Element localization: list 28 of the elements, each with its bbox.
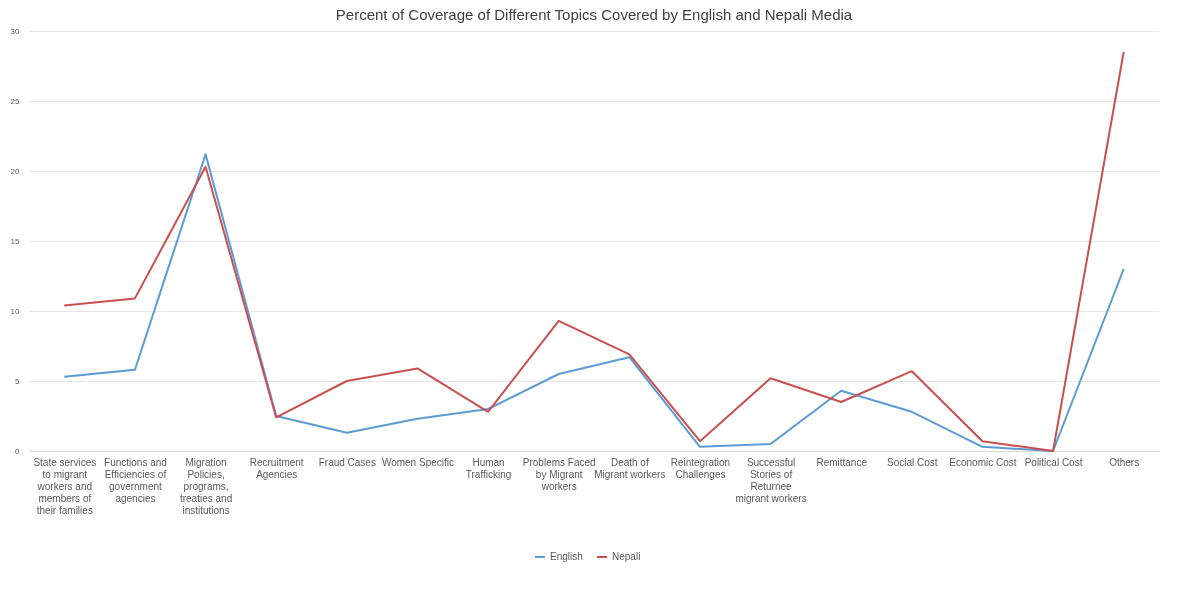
x-tick-label: Fraud Cases xyxy=(318,456,376,468)
x-tick-label: Migration Policies, programs, treaties and institutions xyxy=(179,456,233,516)
y-tick-label: 30 xyxy=(10,26,21,36)
x-tick-label: Problems Faced by Migrant workers xyxy=(522,456,596,492)
x-tick-label: Human Trafficking xyxy=(465,456,512,480)
x-tick-label: Remittance xyxy=(816,456,868,468)
x-tick-label: State services to migrant workers and members of their families xyxy=(33,456,97,516)
x-tick-label: Death of Migrant workers xyxy=(594,456,666,480)
y-tick-label: 5 xyxy=(15,376,21,386)
x-tick-label: Recruitment Agencies xyxy=(249,456,304,480)
y-tick-label: 10 xyxy=(10,306,21,316)
chart-title: Percent of Coverage of Different Topics Covered by English and Nepali Media xyxy=(335,6,853,23)
line-series xyxy=(63,153,1125,452)
legend-label: English xyxy=(550,551,583,562)
x-tick-label: Successful Stories of Returnee migrant workers xyxy=(735,456,807,504)
line-series xyxy=(63,51,1125,452)
y-tick-label: 15 xyxy=(10,236,21,246)
x-tick-label: Women Specific xyxy=(381,456,454,468)
y-tick-label: 0 xyxy=(15,446,21,456)
x-tick-label: Economic Cost xyxy=(949,456,1017,468)
x-tick-label: Others xyxy=(1109,456,1140,468)
y-tick-label: 25 xyxy=(10,96,21,106)
x-tick-label: Functions and Efficiencies of government agencies xyxy=(104,456,167,504)
x-tick-label: Social Cost xyxy=(887,456,938,468)
x-tick-label: Reintegration Challenges xyxy=(670,456,731,480)
y-tick-label: 20 xyxy=(10,166,21,176)
x-tick-label: Political Cost xyxy=(1024,456,1083,468)
legend-label: Nepali xyxy=(612,551,641,562)
